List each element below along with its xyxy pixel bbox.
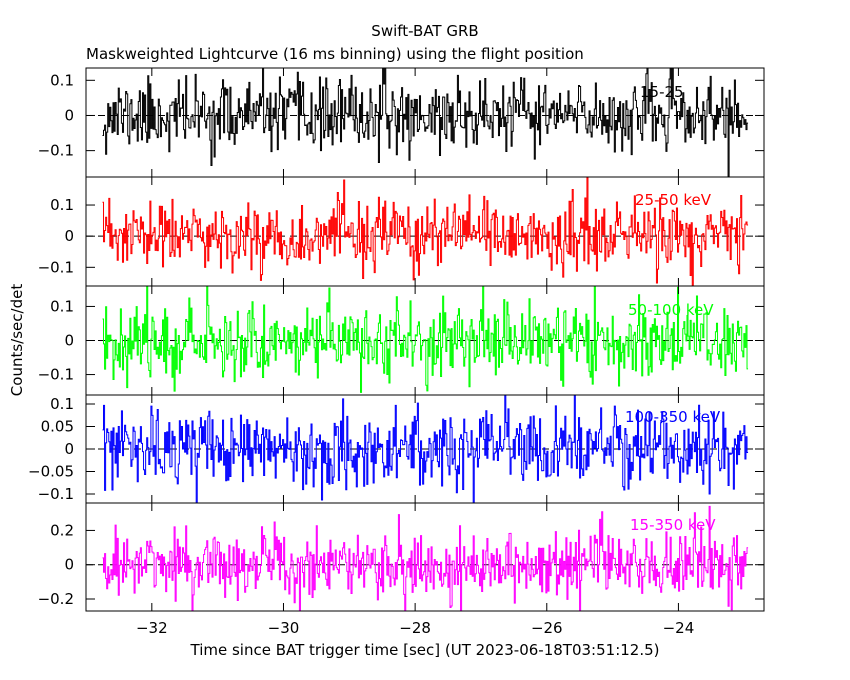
x-tick-label: −30 — [268, 619, 300, 637]
y-tick-label: 0 — [64, 556, 74, 574]
panels-group: 15-25 −0.1 0 0.1 25-50 keV −0.1 0 0.1 50-100 keV… — [28, 67, 765, 612]
panel-frame — [85, 502, 765, 612]
y-tick-label: −0.1 — [38, 258, 74, 276]
y-axis-label: Counts/sec/det — [8, 284, 26, 397]
y-tick-label: 0.1 — [50, 297, 74, 315]
x-axis-label: Time since BAT trigger time [sec] (UT 20… — [190, 641, 660, 659]
y-tick-label: −0.2 — [38, 590, 74, 608]
y-tick-label: 0.1 — [50, 71, 74, 89]
lightcurve-trace — [102, 395, 749, 503]
y-tick-label: 0 — [64, 106, 74, 124]
lightcurve-trace — [102, 68, 749, 177]
y-tick-label: −0.1 — [38, 366, 74, 384]
x-tick-label: −24 — [663, 619, 695, 637]
lightcurve-trace — [102, 505, 749, 611]
band-label: 50-100 keV — [628, 301, 714, 319]
x-axis: −32 −30 −28 −26 −24 — [136, 619, 694, 637]
y-tick-label: 0.1 — [50, 395, 74, 413]
chart-title: Swift-BAT GRB — [371, 22, 478, 40]
y-tick-label: 0 — [64, 440, 74, 458]
y-tick-label: 0 — [64, 227, 74, 245]
chart-subtitle: Maskweighted Lightcurve (16 ms binning) … — [86, 45, 584, 63]
panel-5: 15-350 keV −0.2 0 0.2 — [38, 502, 765, 612]
x-tick-label: −32 — [136, 619, 168, 637]
panel-1: 15-25 −0.1 0 0.1 — [38, 67, 765, 178]
lightcurve-trace — [102, 177, 749, 286]
x-tick-label: −28 — [399, 619, 431, 637]
y-tick-label: −0.05 — [28, 463, 74, 481]
band-label: 100-350 keV — [625, 408, 721, 426]
y-tick-label: 0.1 — [50, 196, 74, 214]
band-label: 15-350 keV — [630, 516, 716, 534]
y-tick-label: 0.05 — [41, 418, 74, 436]
x-tick-label: −26 — [531, 619, 563, 637]
y-tick-label: −0.1 — [38, 485, 74, 503]
y-tick-label: 0.2 — [50, 521, 74, 539]
band-label: 25-50 keV — [635, 191, 712, 209]
y-tick-label: 0 — [64, 332, 74, 350]
lightcurve-trace — [102, 286, 749, 393]
y-tick-label: −0.1 — [38, 142, 74, 160]
band-label: 15-25 — [640, 83, 684, 101]
